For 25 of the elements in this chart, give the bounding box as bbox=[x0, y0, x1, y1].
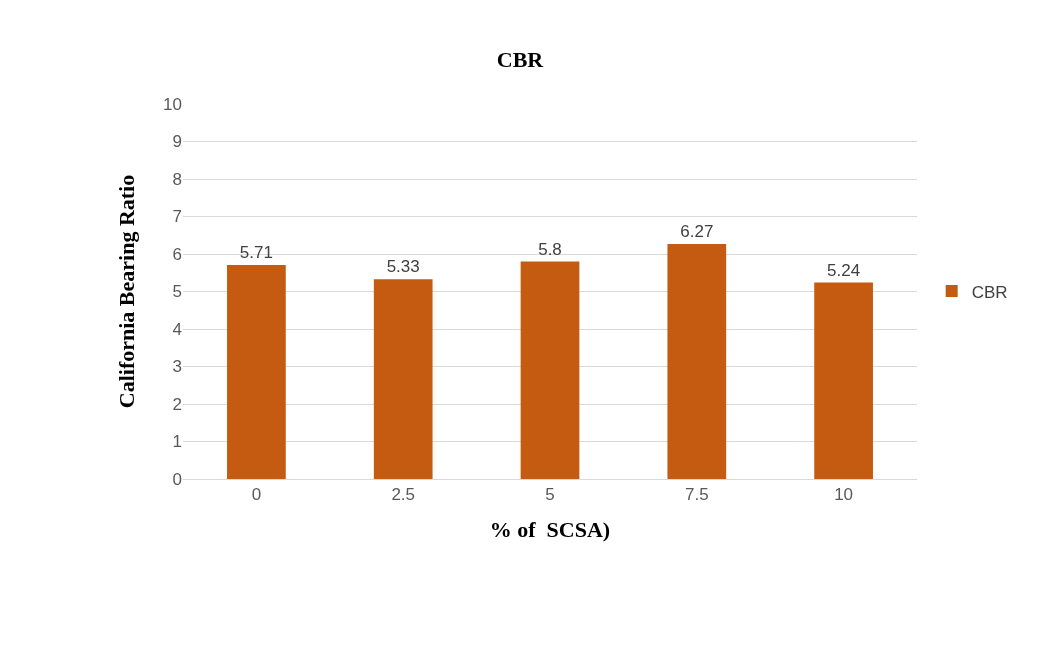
legend-label: CBR bbox=[971, 282, 1008, 302]
y-tick-label: 4 bbox=[172, 319, 182, 339]
x-tick-label: 2.5 bbox=[391, 485, 416, 505]
x-tick-label: 5 bbox=[545, 485, 555, 505]
y-tick-label: 6 bbox=[172, 244, 182, 264]
y-tick-label: 3 bbox=[172, 357, 182, 377]
data-label: 5.24 bbox=[827, 260, 861, 280]
data-label: 5.33 bbox=[386, 257, 420, 277]
chart-title: CBR bbox=[496, 47, 545, 73]
y-tick-label: 7 bbox=[172, 207, 182, 227]
y-tick-label: 1 bbox=[172, 432, 182, 452]
x-tick-label: 0 bbox=[251, 485, 262, 505]
data-label: 5.8 bbox=[538, 239, 562, 259]
y-tick-label: 9 bbox=[172, 132, 182, 152]
x-tick-label: 7.5 bbox=[684, 485, 709, 505]
y-tick-label: 5 bbox=[172, 282, 182, 302]
data-label: 5.71 bbox=[239, 242, 273, 262]
x-axis-title: % of SCSA) bbox=[489, 517, 611, 543]
y-tick-label: 8 bbox=[172, 169, 182, 189]
y-tick-label: 0 bbox=[172, 469, 182, 489]
data-label: 6.27 bbox=[680, 221, 714, 241]
y-tick-label: 2 bbox=[172, 394, 182, 414]
x-tick-label: 10 bbox=[834, 485, 854, 505]
y-tick-label: 10 bbox=[163, 94, 182, 114]
y-axis-title: California Bearing Ratio bbox=[113, 174, 139, 409]
